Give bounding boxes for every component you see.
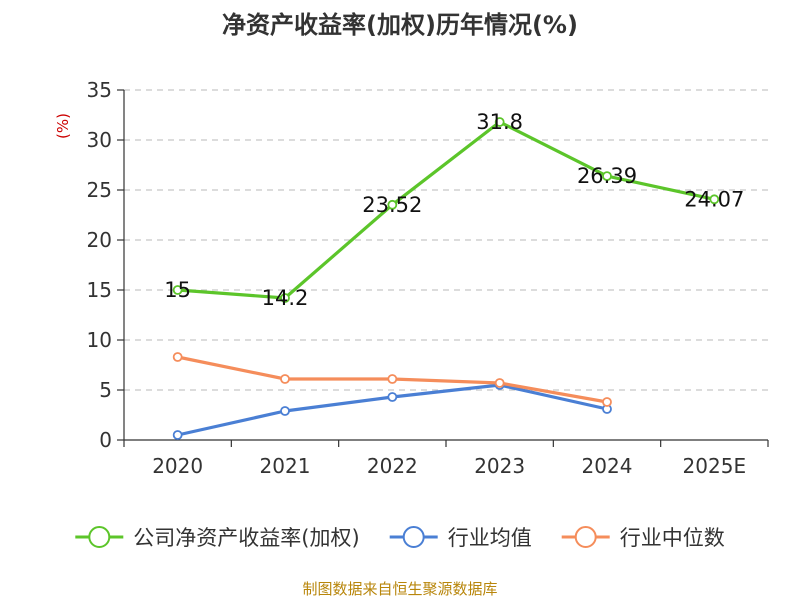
legend-item[interactable]: 公司净资产收益率(加权) <box>75 526 360 550</box>
legend-item[interactable]: 行业中位数 <box>561 526 725 550</box>
data-point[interactable] <box>709 194 720 205</box>
x-tick-label: 2024 <box>582 454 633 478</box>
legend-label: 公司净资产收益率(加权) <box>133 526 359 550</box>
series-line-0 <box>177 120 715 300</box>
data-label: 14.2 <box>262 286 309 310</box>
y-tick-label: 15 <box>87 278 112 302</box>
x-tick-label: 2020 <box>152 454 203 478</box>
data-label: 24.07 <box>684 187 744 211</box>
data-point[interactable] <box>387 199 398 210</box>
data-point[interactable] <box>602 171 612 182</box>
y-tick-label: 30 <box>87 128 112 152</box>
data-labels: 15 14.2 23.52 31.8 26.39 24.07 <box>164 110 744 310</box>
x-tick-label: 2023 <box>474 454 525 478</box>
y-tick-label: 10 <box>87 328 112 352</box>
data-point[interactable] <box>602 397 612 407</box>
data-point[interactable] <box>280 406 290 416</box>
legend-marker-icon <box>88 526 111 548</box>
legend-marker-icon <box>402 526 425 548</box>
y-tick-label: 5 <box>99 378 112 402</box>
chart-title: 净资产收益率(加权)历年情况(%) <box>222 11 578 39</box>
data-point[interactable] <box>387 392 398 402</box>
axes: 0 5 10 15 20 25 30 35 2020 2021 2022 2023 2024 2025E <box>87 78 769 478</box>
data-label: 23.52 <box>362 193 422 217</box>
y-axis-unit-label: (%) <box>54 113 72 139</box>
source-note: 制图数据来自恒生聚源数据库 <box>302 580 497 598</box>
data-point[interactable] <box>172 285 183 295</box>
x-tick-label: 2021 <box>260 454 311 478</box>
legend[interactable]: 公司净资产收益率(加权) 行业均值 行业中位数 <box>75 526 725 550</box>
legend-item[interactable]: 行业均值 <box>389 526 532 550</box>
y-tick-label: 20 <box>87 228 112 252</box>
data-point[interactable] <box>280 293 290 303</box>
data-point[interactable] <box>494 117 505 127</box>
legend-label: 行业中位数 <box>620 526 725 550</box>
legend-marker-icon <box>574 526 597 548</box>
y-tick-label: 25 <box>87 178 112 202</box>
legend-label: 行业均值 <box>448 526 532 550</box>
data-point[interactable] <box>172 352 183 362</box>
gridlines <box>124 89 768 391</box>
data-point[interactable] <box>494 378 505 388</box>
x-tick-label: 2022 <box>367 454 418 478</box>
data-point[interactable] <box>280 374 290 384</box>
y-tick-label: 35 <box>87 78 112 102</box>
data-label: 31.8 <box>476 110 523 134</box>
data-point[interactable] <box>172 430 183 440</box>
x-tick-label: 2025E <box>683 454 747 478</box>
y-tick-label: 0 <box>99 428 112 452</box>
data-point[interactable] <box>387 374 398 384</box>
data-label: 26.39 <box>577 164 637 188</box>
data-label: 15 <box>164 278 191 302</box>
series-layer <box>172 117 720 440</box>
